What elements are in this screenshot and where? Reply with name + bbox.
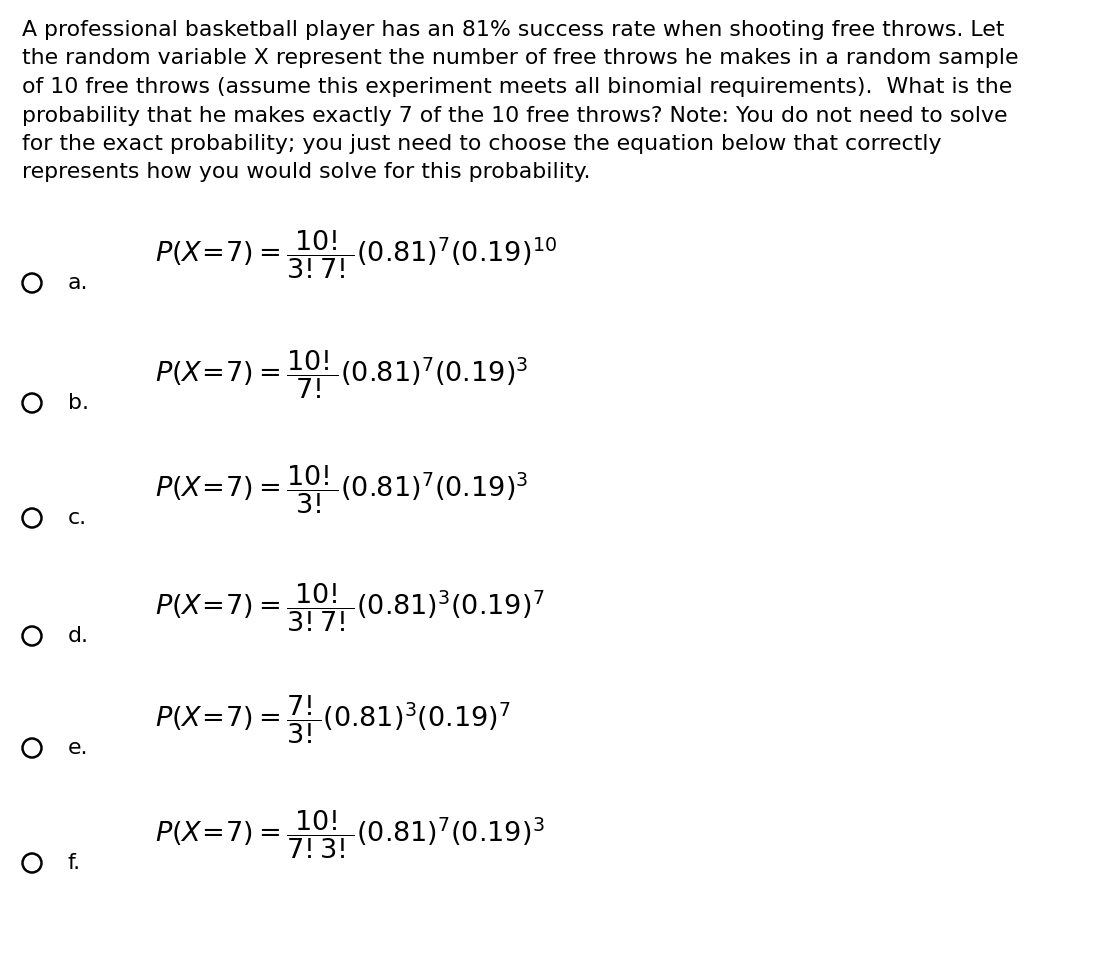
Text: of 10 free throws (assume this experiment meets all binomial requirements).  Wha: of 10 free throws (assume this experimen…: [22, 77, 1012, 97]
Text: $P(X\!=\!7) = \dfrac{7!}{3!}(0.81)^3(0.19)^7$: $P(X\!=\!7) = \dfrac{7!}{3!}(0.81)^3(0.1…: [155, 694, 511, 746]
Text: $P(X\!=\!7) = \dfrac{10!}{3!}(0.81)^7(0.19)^3$: $P(X\!=\!7) = \dfrac{10!}{3!}(0.81)^7(0.…: [155, 464, 529, 516]
Text: a.: a.: [68, 273, 88, 293]
Text: represents how you would solve for this probability.: represents how you would solve for this …: [22, 162, 591, 183]
Text: for the exact probability; you just need to choose the equation below that corre: for the exact probability; you just need…: [22, 134, 942, 154]
Text: f.: f.: [68, 853, 81, 873]
Text: b.: b.: [68, 393, 89, 413]
Text: $P(X\!=\!7) = \dfrac{10!}{3!7!}(0.81)^3(0.19)^7$: $P(X\!=\!7) = \dfrac{10!}{3!7!}(0.81)^3(…: [155, 582, 544, 635]
Text: A professional basketball player has an 81% success rate when shooting free thro: A professional basketball player has an …: [22, 20, 1005, 40]
Text: $P(X\!=\!7) = \dfrac{10!}{7!3!}(0.81)^7(0.19)^3$: $P(X\!=\!7) = \dfrac{10!}{7!3!}(0.81)^7(…: [155, 809, 544, 862]
Text: d.: d.: [68, 626, 89, 646]
Text: e.: e.: [68, 738, 88, 758]
Text: $P(X\!=\!7) = \dfrac{10!}{3!7!}(0.81)^7(0.19)^{10}$: $P(X\!=\!7) = \dfrac{10!}{3!7!}(0.81)^7(…: [155, 229, 558, 281]
Text: c.: c.: [68, 508, 87, 528]
Text: the random variable X represent the number of free throws he makes in a random s: the random variable X represent the numb…: [22, 48, 1019, 69]
Text: $P(X\!=\!7) = \dfrac{10!}{7!}(0.81)^7(0.19)^3$: $P(X\!=\!7) = \dfrac{10!}{7!}(0.81)^7(0.…: [155, 349, 529, 401]
Text: probability that he makes exactly 7 of the 10 free throws? Note: You do not need: probability that he makes exactly 7 of t…: [22, 105, 1008, 126]
